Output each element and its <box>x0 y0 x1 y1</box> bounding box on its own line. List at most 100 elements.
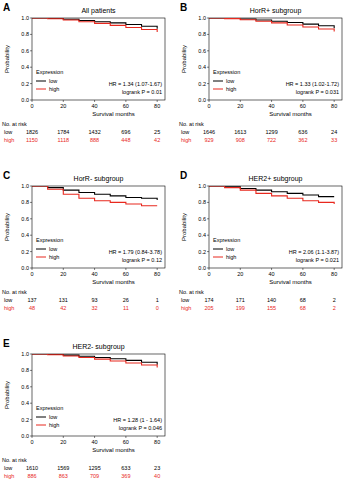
y-tick-label: 0.0 <box>21 97 29 103</box>
legend-label: low <box>226 246 234 252</box>
y-tick <box>30 403 32 404</box>
x-axis-label: Survival months <box>269 279 312 285</box>
risk-count: 68 <box>300 297 306 303</box>
y-tick-label: 0.4 <box>198 232 206 238</box>
legend-swatch <box>36 425 46 426</box>
y-tick <box>30 419 32 420</box>
x-tick-label: 0 <box>30 439 33 445</box>
panel: CHorR- subgroup0.00.20.40.60.81.00204060… <box>2 170 165 311</box>
legend: Expressionlowhigh <box>36 237 63 260</box>
x-tick-label: 60 <box>300 271 306 277</box>
risk-count: 93 <box>92 297 98 303</box>
risk-count: 25 <box>154 129 160 135</box>
risk-row-label: low <box>181 129 189 135</box>
y-tick-label: 0.2 <box>198 249 206 255</box>
x-axis-label: Survival months <box>269 111 312 117</box>
y-tick <box>30 34 32 35</box>
x-tick-label: 20 <box>60 439 66 445</box>
risk-count: 1569 <box>57 465 69 471</box>
legend-swatch <box>36 417 46 418</box>
panel-label: C <box>3 170 10 181</box>
y-tick-label: 1.0 <box>198 183 206 189</box>
x-tick <box>125 100 126 102</box>
y-tick-label: 1.0 <box>198 15 206 21</box>
x-tick <box>32 268 33 270</box>
y-tick-label: 0.4 <box>21 232 29 238</box>
y-tick <box>30 218 32 219</box>
y-tick <box>30 370 32 371</box>
annotation: logrank P = 0.01 <box>122 89 162 95</box>
x-tick <box>157 268 158 270</box>
y-tick <box>207 100 209 101</box>
legend: Expressionlowhigh <box>213 69 240 92</box>
x-tick <box>94 100 95 102</box>
risk-count: 888 <box>90 137 99 143</box>
annotation: logrank P = 0.12 <box>122 257 162 263</box>
km-curve <box>209 186 334 204</box>
annotation: logrank P = 0.046 <box>119 425 162 431</box>
risk-count: 205 <box>204 305 213 311</box>
x-tick-label: 40 <box>92 271 98 277</box>
y-axis-label: Probability <box>4 381 10 409</box>
risk-count: 174 <box>204 297 213 303</box>
legend: Expressionlowhigh <box>36 405 63 428</box>
risk-count: 0 <box>156 305 159 311</box>
x-tick <box>209 100 210 102</box>
legend-title: Expression <box>213 69 240 75</box>
plot-frame <box>209 186 342 268</box>
y-tick <box>30 186 32 187</box>
x-tick-label: 80 <box>154 439 160 445</box>
plot-frame <box>209 18 342 100</box>
risk-count: 636 <box>298 129 307 135</box>
x-tick <box>32 100 33 102</box>
km-curve <box>209 18 334 32</box>
y-tick-label: 0.6 <box>21 216 29 222</box>
km-curve <box>32 186 157 206</box>
legend: Expressionlowhigh <box>213 237 240 260</box>
annotation: logrank P = 0.021 <box>296 257 339 263</box>
title: HER2- subgroup <box>72 343 124 351</box>
y-tick <box>30 235 32 236</box>
plot-area <box>209 186 334 204</box>
x-tick <box>125 436 126 438</box>
y-tick <box>30 436 32 437</box>
risk-count: 68 <box>300 305 306 311</box>
y-tick-label: 0.8 <box>21 199 29 205</box>
risk-count: 24 <box>331 129 337 135</box>
y-tick-label: 0.6 <box>198 216 206 222</box>
risk-count: 42 <box>154 137 160 143</box>
risk-count: 131 <box>59 297 68 303</box>
panel: EHER2- subgroup0.00.20.40.60.81.00204060… <box>2 338 165 479</box>
legend-label: low <box>226 78 234 84</box>
x-tick-label: 40 <box>92 103 98 109</box>
x-tick <box>63 100 64 102</box>
x-tick-label: 80 <box>331 271 337 277</box>
risk-count: 1613 <box>234 129 246 135</box>
y-tick-label: 1.0 <box>21 15 29 21</box>
plot-frame <box>32 18 165 100</box>
legend-swatch <box>36 249 46 250</box>
annotation: HR = 1.33 (1.02-1.72) <box>286 81 340 87</box>
y-tick-label: 0.4 <box>21 64 29 70</box>
annotation: HR = 1.34 (1.07-1.67) <box>109 81 163 87</box>
y-tick <box>207 218 209 219</box>
legend-swatch <box>36 81 46 82</box>
y-tick-label: 0.8 <box>21 31 29 37</box>
y-tick <box>30 83 32 84</box>
panel: AAll patients0.00.20.40.60.81.0020406080… <box>2 2 165 143</box>
y-tick <box>30 202 32 203</box>
panel-label: E <box>3 338 10 349</box>
y-tick <box>207 18 209 19</box>
y-tick <box>207 186 209 187</box>
risk-count: 23 <box>154 465 160 471</box>
risk-count: 33 <box>331 137 337 143</box>
y-tick-label: 0.2 <box>21 81 29 87</box>
legend-swatch <box>213 89 223 90</box>
legend-label: low <box>49 414 57 420</box>
y-tick-label: 0.8 <box>21 367 29 373</box>
legend-title: Expression <box>36 405 63 411</box>
x-axis-label: Survival months <box>92 279 135 285</box>
y-tick-label: 1.0 <box>21 183 29 189</box>
x-tick-label: 20 <box>60 271 66 277</box>
risk-count: 929 <box>204 137 213 143</box>
